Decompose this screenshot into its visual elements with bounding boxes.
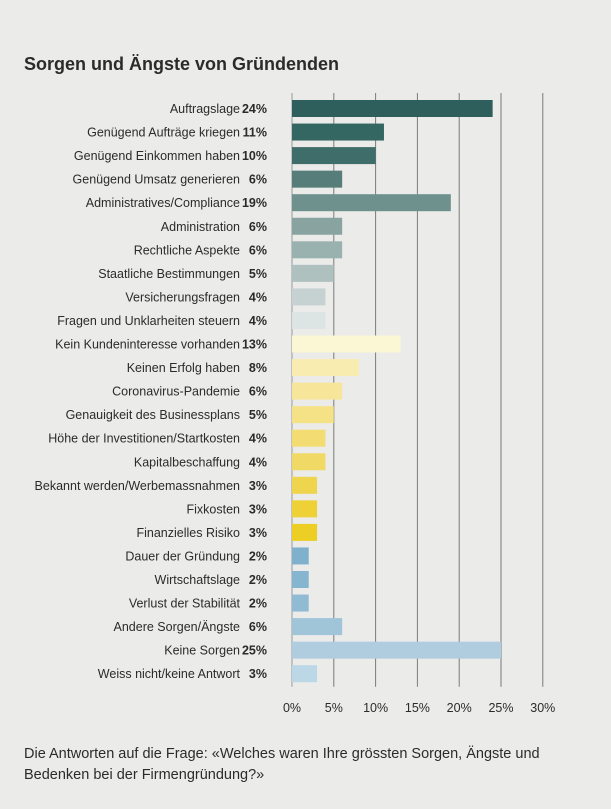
- bar: [292, 523, 318, 541]
- bar-value-label: 3%: [249, 479, 267, 493]
- category-label: Fragen und Unklarheiten steuern: [57, 314, 240, 328]
- bar-value-label: 6%: [249, 620, 267, 634]
- x-tick-label: 30%: [530, 701, 555, 715]
- category-label: Administration: [161, 220, 240, 234]
- bar: [292, 406, 334, 424]
- bar-value-label: 4%: [249, 455, 267, 469]
- bar: [292, 217, 343, 235]
- bar: [292, 594, 309, 612]
- category-label: Coronavirus-Pandemie: [112, 385, 240, 399]
- category-label: Kapitalbeschaffung: [134, 455, 240, 469]
- bar: [292, 547, 309, 565]
- category-label: Genauigkeit des Businessplans: [66, 408, 240, 422]
- x-tick-label: 25%: [488, 701, 513, 715]
- bar-value-label: 2%: [249, 573, 267, 587]
- category-label: Auftragslage: [170, 102, 240, 116]
- category-label: Fixkosten: [187, 502, 241, 516]
- bar-value-label: 6%: [249, 385, 267, 399]
- category-label: Weiss nicht/keine Antwort: [98, 667, 241, 681]
- bar-value-label: 2%: [249, 597, 267, 611]
- bar: [292, 170, 343, 188]
- category-label: Rechtliche Aspekte: [134, 243, 240, 257]
- bar-value-label: 4%: [249, 432, 267, 446]
- bar-value-label: 3%: [249, 502, 267, 516]
- bar-value-label: 3%: [249, 667, 267, 681]
- bar-value-label: 3%: [249, 526, 267, 540]
- bar-value-label: 11%: [243, 126, 267, 140]
- x-tick-label: 20%: [447, 701, 472, 715]
- bar-value-label: 6%: [249, 220, 267, 234]
- bar-value-label: 5%: [249, 267, 267, 281]
- bar: [292, 241, 343, 259]
- bar-value-label: 13%: [242, 338, 267, 352]
- bar: [292, 500, 318, 518]
- category-label: Dauer der Gründung: [125, 549, 240, 563]
- category-label: Keinen Erfolg haben: [127, 361, 240, 375]
- bar: [292, 335, 401, 353]
- bar: [292, 641, 501, 659]
- category-label: Genügend Einkommen haben: [74, 149, 240, 163]
- bar: [292, 264, 334, 282]
- bar: [292, 147, 376, 165]
- bar: [292, 453, 326, 471]
- category-label: Wirtschaftslage: [155, 573, 240, 587]
- bar: [292, 571, 309, 588]
- bar: [292, 665, 318, 683]
- bar: [292, 359, 359, 377]
- bar: [292, 311, 326, 329]
- category-label: Genügend Aufträge kriegen: [87, 126, 240, 140]
- bar-value-label: 6%: [249, 173, 267, 187]
- bar-value-label: 6%: [249, 243, 267, 257]
- category-label: Keine Sorgen: [164, 644, 240, 658]
- chart-caption: Die Antworten auf die Frage: «Welches wa…: [24, 746, 540, 783]
- bar-value-label: 24%: [242, 102, 267, 116]
- category-label: Finanzielles Risiko: [136, 526, 240, 540]
- bar: [292, 100, 493, 117]
- bar-value-label: 19%: [242, 196, 267, 210]
- x-tick-label: 0%: [283, 701, 301, 715]
- bar: [292, 123, 384, 141]
- bar-value-label: 4%: [249, 290, 267, 304]
- category-label: Bekannt werden/Werbemassnahmen: [35, 479, 240, 493]
- x-tick-label: 5%: [325, 701, 343, 715]
- bar-value-label: 8%: [249, 361, 267, 375]
- bar: [292, 288, 326, 306]
- bar-value-label: 4%: [249, 314, 267, 328]
- category-label: Kein Kundeninteresse vorhanden: [55, 338, 240, 352]
- bar: [292, 618, 343, 636]
- chart-title: Sorgen und Ängste von Gründenden: [24, 54, 339, 74]
- bar: [292, 476, 318, 494]
- bar-value-label: 5%: [249, 408, 267, 422]
- category-label: Versicherungsfragen: [125, 290, 240, 304]
- bar-value-label: 25%: [242, 644, 267, 658]
- category-label: Verlust der Stabilität: [129, 597, 241, 611]
- bar-value-label: 2%: [249, 549, 267, 563]
- bar: [292, 194, 451, 212]
- bar-value-label: 10%: [242, 149, 267, 163]
- category-label: Andere Sorgen/Ängste: [114, 620, 241, 634]
- category-label: Administratives/Compliance: [86, 196, 240, 210]
- bar: [292, 382, 343, 400]
- category-label: Höhe der Investitionen/Startkosten: [48, 432, 240, 446]
- category-label: Staatliche Bestimmungen: [98, 267, 240, 281]
- x-tick-label: 10%: [363, 701, 388, 715]
- category-label: Genügend Umsatz generieren: [73, 173, 241, 187]
- x-tick-label: 15%: [405, 701, 430, 715]
- bar: [292, 429, 326, 447]
